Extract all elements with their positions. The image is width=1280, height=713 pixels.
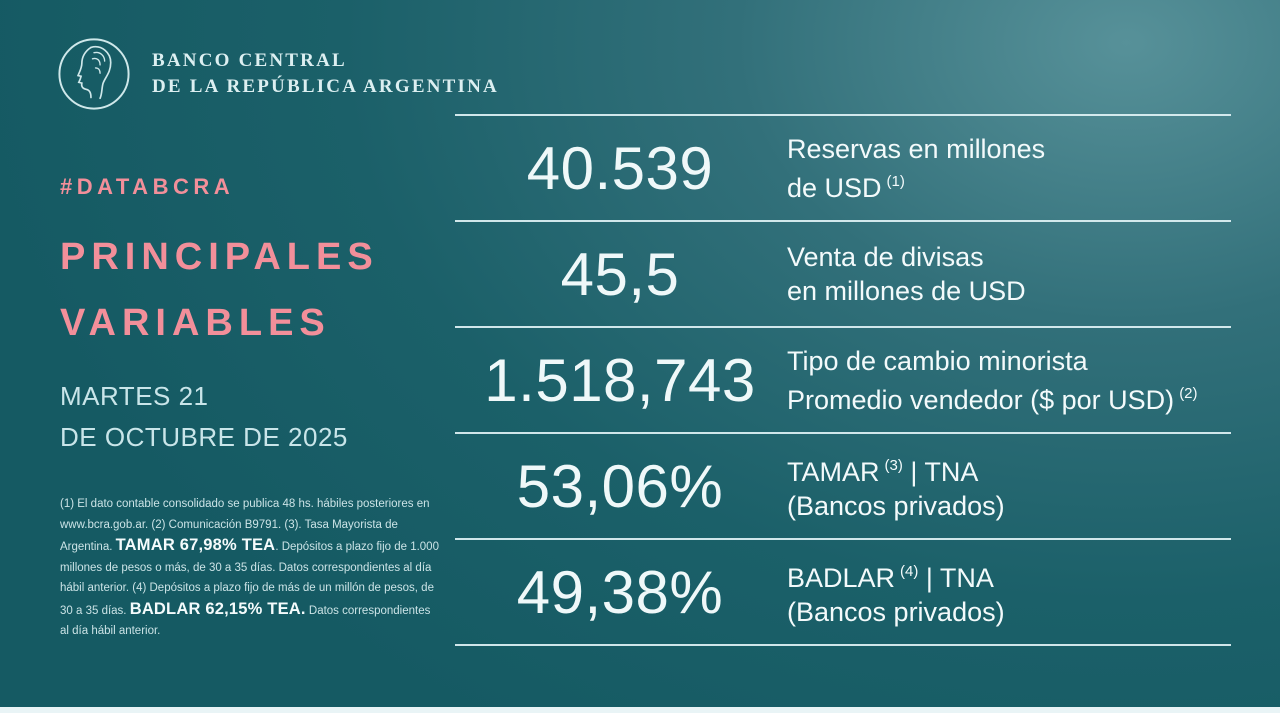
metric-row-badlar: 49,38% BADLAR (4) | TNA (Bancos privados): [455, 538, 1231, 644]
metrics-table: 40.539 Reservas en millones de USD (1) 45…: [455, 114, 1231, 646]
footnote-text: (1) El dato contable consolidado se publ…: [60, 498, 430, 553]
report-date-line1: MARTES 21: [60, 381, 209, 411]
brand-header: BANCO CENTRAL DE LA REPÚBLICA ARGENTINA: [56, 36, 499, 112]
metric-label: BADLAR (4) | TNA (Bancos privados): [787, 562, 1005, 627]
metric-label: TAMAR (3) | TNA (Bancos privados): [787, 456, 1005, 521]
footnote-badlar-tea: BADLAR 62,15% TEA.: [129, 599, 306, 618]
page-title: PRINCIPALES VARIABLES: [60, 224, 379, 356]
hashtag-databcra: #DATABCRA: [60, 174, 235, 199]
metric-value: 1.518,743: [484, 346, 756, 414]
metric-row-tipo-cambio: 1.518,743 Tipo de cambio minorista Prome…: [455, 326, 1231, 432]
metric-value: 40.539: [526, 134, 714, 202]
footnote-text: Datos correspondientes al día hábil ante…: [60, 604, 431, 638]
metric-label: Tipo de cambio minorista Promedio vended…: [787, 345, 1198, 415]
bcra-emblem-icon: [58, 38, 130, 110]
brand-name-line2: DE LA REPÚBLICA ARGENTINA: [152, 76, 499, 97]
metric-row-reservas: 40.539 Reservas en millones de USD (1): [455, 114, 1231, 220]
metric-row-tamar: 53,06% TAMAR (3) | TNA (Bancos privados): [455, 432, 1231, 538]
metric-value: 49,38%: [516, 558, 724, 626]
metric-label: Reservas en millones de USD (1): [787, 133, 1046, 203]
footnote-text: . Depósitos a plazo fijo de 1.000 millon…: [60, 541, 439, 617]
bottom-accent-strip: [0, 707, 1280, 713]
footnotes: (1) El dato contable consolidado se publ…: [60, 494, 442, 642]
brand-name-line1: BANCO CENTRAL: [152, 50, 347, 71]
metric-label: Venta de divisas en millones de USD: [787, 242, 1026, 306]
report-date-line2: DE OCTUBRE DE 2025: [60, 422, 348, 452]
metric-value: 53,06%: [516, 452, 724, 520]
metric-row-venta-divisas: 45,5 Venta de divisas en millones de USD: [455, 220, 1231, 326]
page-title-line2: VARIABLES: [60, 302, 331, 344]
report-date: MARTES 21 DE OCTUBRE DE 2025: [60, 376, 348, 458]
metric-value: 45,5: [560, 240, 680, 308]
footnote-tamar-tea: TAMAR 67,98% TEA: [115, 536, 276, 554]
brand-name: BANCO CENTRAL DE LA REPÚBLICA ARGENTINA: [152, 48, 499, 100]
page-title-line1: PRINCIPALES: [60, 236, 379, 278]
